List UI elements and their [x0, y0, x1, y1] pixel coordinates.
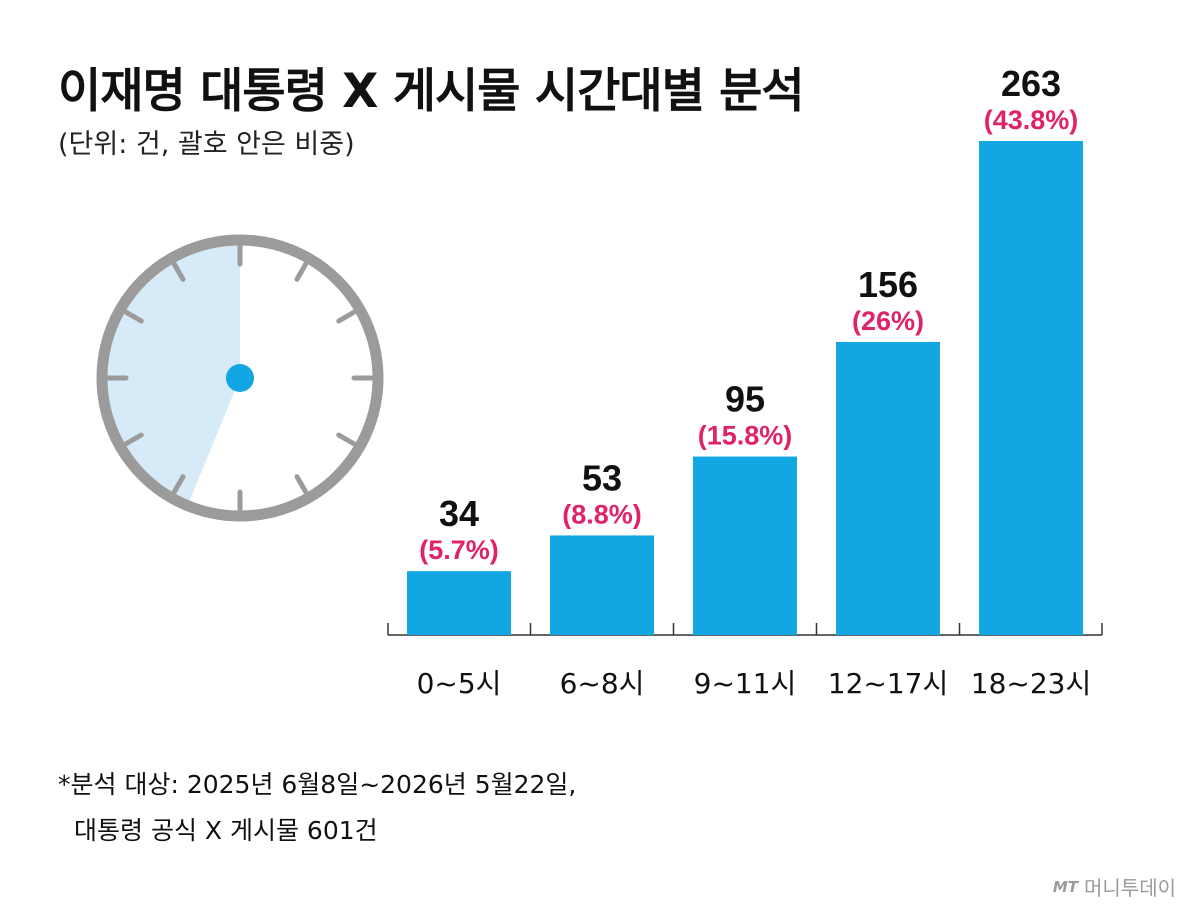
- x-tick-label: 9~11시: [694, 667, 797, 700]
- x-tick-label: 6~8시: [560, 667, 645, 700]
- publisher-logo: MT 머니투데이: [1053, 872, 1176, 901]
- chart-title: 이재명 대통령 X 게시물 시간대별 분석: [58, 64, 805, 119]
- bar-percent-label: (43.8%): [984, 105, 1079, 135]
- bar-percent-label: (8.8%): [562, 499, 642, 529]
- footnote: *분석 대상: 2025년 6월8일~2026년 5월22일, 대통령 공식 X…: [58, 762, 576, 854]
- bar-chart: 34(5.7%) 0~5시 53(8.8%) 6~8시 95(15.8%) 9~11시 15…: [387, 63, 1103, 700]
- x-tick-label: 18~23시: [971, 667, 1091, 700]
- bar: [550, 535, 654, 635]
- clock-tick: [123, 432, 144, 447]
- bar-percent-label: (15.8%): [698, 421, 793, 451]
- clock-tick: [294, 474, 309, 495]
- clock-tick: [294, 261, 309, 282]
- clock-tick: [171, 261, 186, 282]
- clock-icon: [96, 234, 384, 522]
- footnote-line-2: 대통령 공식 X 게시물 601건: [74, 816, 378, 845]
- x-tick-label: 0~5시: [417, 667, 502, 700]
- chart-subtitle: (단위: 건, 괄호 안은 비중): [58, 129, 355, 160]
- clock-center: [226, 364, 254, 392]
- clock-tick: [123, 309, 144, 324]
- bar: [693, 456, 797, 635]
- bar: [407, 571, 511, 635]
- bar: [979, 141, 1083, 635]
- logo-mark: MT: [1052, 877, 1078, 896]
- bar: [836, 341, 940, 635]
- clock-rim: [96, 234, 384, 522]
- bar-value-label: 34: [439, 493, 479, 534]
- x-tick-label: 12~17시: [828, 667, 948, 700]
- clock-tick: [336, 432, 357, 447]
- bar-value-label: 95: [725, 379, 765, 420]
- bar-value-label: 156: [858, 264, 918, 305]
- logo-text: 머니투데이: [1084, 876, 1176, 900]
- bar-value-label: 263: [1001, 63, 1061, 104]
- bar-percent-label: (5.7%): [419, 535, 499, 565]
- clock-tick: [171, 474, 186, 495]
- bar-value-label: 53: [582, 457, 622, 498]
- footnote-line-1: *분석 대상: 2025년 6월8일~2026년 5월22일,: [58, 770, 577, 799]
- bar-percent-label: (26%): [852, 306, 924, 336]
- clock-tick: [336, 309, 357, 324]
